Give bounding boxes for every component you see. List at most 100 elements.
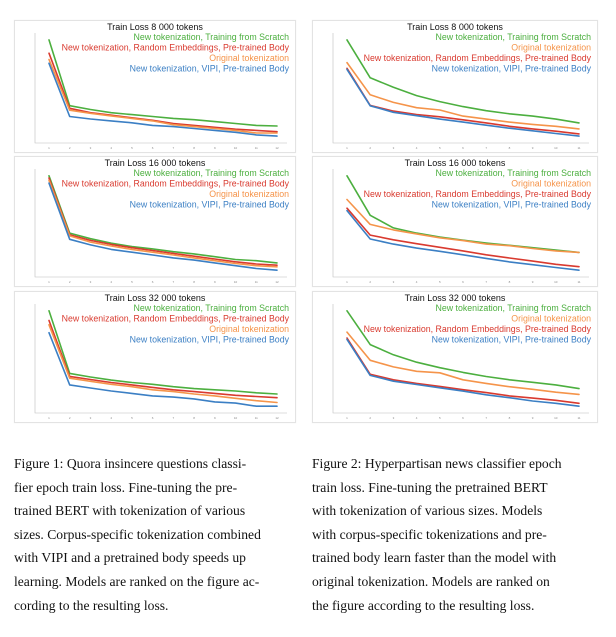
x-tick-label: 3	[393, 146, 395, 150]
x-tick-label: 10	[234, 280, 238, 284]
caption-line: Figure 1: Quora insincere questions clas…	[14, 456, 247, 471]
series-line-random	[346, 337, 580, 405]
x-tick-label: 10	[554, 146, 558, 150]
x-tick-label: 10	[234, 146, 238, 150]
x-tick-label: 2	[69, 146, 71, 150]
series-line-scratch	[48, 39, 278, 127]
series-line-random	[48, 52, 278, 133]
caption-line: trained body learn faster than the model…	[312, 550, 557, 566]
legend-entry-random: New tokenization, Random Embeddings, Pre…	[364, 324, 592, 334]
figure-2-caption: Figure 2: Hyperpartisan news classifier …	[312, 452, 598, 617]
x-tick-label: 7	[485, 416, 487, 420]
axis-frame	[34, 33, 287, 144]
x-tick-label: 11	[255, 416, 258, 420]
caption-line: original tokenization. Models are ranked…	[312, 573, 550, 589]
series-line-vipi	[346, 338, 580, 407]
series-line-original	[346, 331, 580, 396]
caption-line: Figure 2: Hyperpartisan news classifier …	[312, 456, 562, 471]
chart-title: Train Loss 16 000 tokens	[105, 158, 206, 168]
chart-title: Train Loss 16 000 tokens	[405, 158, 506, 168]
series-line-vipi	[48, 62, 278, 137]
legend-entry-original: Original tokenization	[511, 314, 591, 324]
x-tick-label: 7	[173, 146, 175, 150]
x-tick-label: 7	[173, 416, 175, 420]
x-tick-label: 9	[532, 146, 534, 150]
x-tick-label: 2	[69, 280, 71, 284]
series-line-scratch	[48, 175, 278, 264]
legend-entry-original: Original tokenization	[209, 189, 289, 199]
series-line-random	[48, 177, 278, 266]
chart-title: Train Loss 32 000 tokens	[105, 293, 206, 303]
legend-entry-vipi: New tokenization, VIPI, Pre-trained Body	[432, 64, 592, 74]
legend-entry-vipi: New tokenization, VIPI, Pre-trained Body	[130, 64, 290, 74]
legend-entry-vipi: New tokenization, VIPI, Pre-trained Body	[432, 335, 592, 345]
series-line-original	[346, 198, 580, 254]
x-tick-label: 1	[48, 146, 50, 150]
axis-frame	[332, 304, 589, 414]
x-tick-label: 9	[214, 280, 216, 284]
x-tick-label: 10	[234, 416, 238, 420]
legend-entry-vipi: New tokenization, VIPI, Pre-trained Body	[432, 200, 592, 210]
x-tick-label: 4	[416, 146, 418, 150]
series-line-original	[346, 61, 580, 130]
x-tick-label: 3	[393, 280, 395, 284]
x-tick-label: 5	[439, 280, 441, 284]
series-line-random	[48, 319, 278, 399]
series-line-vipi	[48, 331, 278, 407]
series-line-vipi	[48, 182, 278, 271]
legend-entry-scratch: New tokenization, Training from Scratch	[134, 303, 290, 313]
x-tick-label: 7	[485, 280, 487, 284]
x-tick-label: 12	[275, 146, 279, 150]
legend-entry-scratch: New tokenization, Training from Scratch	[436, 32, 592, 42]
legend-entry-random: New tokenization, Random Embeddings, Pre…	[364, 53, 592, 63]
series-line-scratch	[346, 310, 580, 390]
x-tick-label: 5	[131, 416, 133, 420]
chart-title: Train Loss 8 000 tokens	[107, 22, 203, 32]
series-line-vipi	[346, 68, 580, 137]
legend-entry-random: New tokenization, Random Embeddings, Pre…	[62, 179, 290, 189]
x-tick-label: 8	[193, 146, 195, 150]
chart-panel: 1 2 3 4 5 6 7 8 9 10 11 12 Train Loss 32 000 tokens N…	[14, 291, 296, 423]
x-tick-label: 9	[214, 416, 216, 420]
x-tick-label: 8	[509, 146, 511, 150]
x-tick-label: 2	[69, 416, 71, 420]
axis-frame	[332, 169, 589, 278]
caption-line: learning. Models are ranked on the figur…	[14, 573, 260, 589]
x-tick-label: 2	[369, 146, 371, 150]
x-tick-label: 2	[369, 280, 371, 284]
legend-entry-vipi: New tokenization, VIPI, Pre-trained Body	[130, 200, 290, 210]
chart-panel: 1 2 3 4 5 6 7 8 9 10 11 12 Train Loss 8 000 tokens Ne…	[14, 20, 296, 153]
chart-title: Train Loss 8 000 tokens	[407, 22, 503, 32]
x-tick-label: 1	[346, 280, 348, 284]
legend-entry-scratch: New tokenization, Training from Scratch	[134, 32, 290, 42]
x-tick-label: 12	[275, 280, 279, 284]
x-tick-label: 10	[554, 280, 558, 284]
chart-panel: 1 2 3 4 5 6 7 8 9 10 11 Train Loss 8 000 tokens New …	[312, 20, 598, 153]
caption-line: trained BERT with tokenization of variou…	[14, 503, 246, 519]
x-tick-label: 1	[346, 146, 348, 150]
x-tick-label: 4	[110, 146, 112, 150]
x-tick-label: 2	[369, 416, 371, 420]
caption-line: with tokenization of various sizes. Mode…	[312, 503, 543, 519]
series-line-original	[48, 324, 278, 404]
series-line-scratch	[48, 310, 278, 395]
legend-entry-original: Original tokenization	[511, 43, 591, 53]
legend-entry-random: New tokenization, Random Embeddings, Pre…	[62, 314, 290, 324]
axis-frame	[332, 33, 589, 144]
x-tick-label: 8	[193, 280, 195, 284]
series-line-random	[346, 207, 580, 268]
x-tick-label: 4	[416, 416, 418, 420]
series-line-vipi	[346, 209, 580, 271]
axis-frame	[34, 169, 287, 278]
x-tick-label: 3	[393, 416, 395, 420]
series-line-random	[346, 67, 580, 135]
x-tick-label: 1	[346, 416, 348, 420]
legend-entry-vipi: New tokenization, VIPI, Pre-trained Body	[130, 335, 290, 345]
x-tick-label: 6	[152, 280, 154, 284]
x-tick-label: 11	[577, 146, 580, 150]
x-tick-label: 1	[48, 280, 50, 284]
chart-panel: 1 2 3 4 5 6 7 8 9 10 11 Train Loss 16 000 tokens New…	[312, 156, 598, 287]
caption-line: cording to the resulting loss.	[14, 597, 169, 613]
x-tick-label: 11	[255, 280, 258, 284]
